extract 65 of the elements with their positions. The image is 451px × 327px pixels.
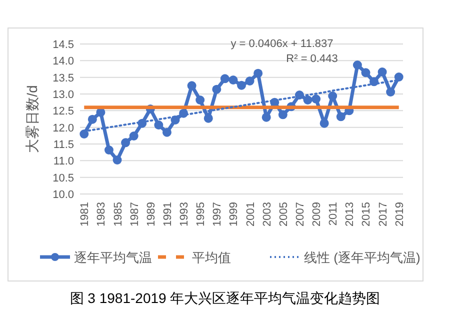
point	[104, 146, 114, 154]
y-axis-title: 大雾日数/d	[24, 85, 40, 153]
x-tick-label: 1993	[178, 202, 191, 226]
annotation: y = 0.0406x + 11.837	[230, 38, 334, 50]
point	[228, 76, 238, 84]
y-tick-label: 10.5	[52, 172, 74, 184]
y-tick-label: 13.0	[52, 89, 74, 101]
y-tick-label: 10.0	[52, 189, 74, 201]
point	[129, 132, 138, 140]
point	[121, 138, 130, 148]
y-tick-label: 13.5	[52, 72, 74, 84]
x-tick-label: 2005	[278, 202, 290, 226]
x-tick-label: 2003	[261, 202, 274, 226]
point	[312, 94, 321, 104]
legend-label: 逐年平均气温	[74, 250, 152, 265]
point	[88, 114, 97, 124]
point	[320, 118, 329, 128]
y-tick-label: 12.0	[52, 122, 74, 134]
point	[394, 72, 404, 82]
point	[361, 68, 370, 78]
x-tick-label: 1981	[79, 202, 92, 226]
x-tick-label: 1997	[212, 202, 224, 226]
x-tick-label: 2019	[394, 202, 406, 226]
point	[220, 74, 230, 84]
point	[262, 112, 271, 122]
y-tick-label: 11.5	[53, 139, 74, 151]
x-tick-label: 2017	[377, 202, 390, 226]
x-tick-label: 1985	[112, 202, 124, 226]
x-tick-label: 1995	[195, 202, 208, 226]
point	[328, 92, 338, 100]
annotation: R² = 0.443	[286, 53, 338, 65]
x-tick-label: 2009	[311, 202, 324, 226]
legend-label: 线性 (逐年平均气温)	[304, 250, 420, 265]
point	[245, 76, 254, 86]
point	[378, 68, 387, 76]
point	[187, 81, 196, 90]
y-tick-label: 11.0	[53, 156, 74, 168]
x-tick-label: 1989	[145, 202, 158, 226]
x-tick-label: 1983	[96, 202, 108, 226]
x-tick-label: 2011	[328, 202, 340, 226]
text: 图 3 1981-2019 年大兴区逐年平均气温变化趋势图	[70, 290, 380, 306]
point	[303, 96, 312, 104]
x-tick-label: 1991	[162, 202, 174, 226]
y-tick-label: 14.0	[52, 56, 74, 68]
x-tick-label: 1987	[128, 202, 141, 226]
y-tick-label: 14.5	[52, 39, 74, 51]
x-tick-label: 2013	[344, 202, 356, 226]
x-tick-label: 1999	[228, 202, 240, 226]
point	[212, 84, 222, 94]
point	[162, 128, 172, 137]
point	[237, 80, 246, 90]
x-tick-label: 2001	[244, 202, 257, 226]
point	[254, 68, 263, 78]
point	[352, 60, 362, 70]
point	[204, 114, 213, 123]
x-tick-label: 2007	[294, 202, 306, 226]
x-tick-label: 2015	[360, 202, 373, 226]
point	[278, 110, 288, 120]
point	[386, 88, 396, 96]
legend-label: 平均值	[192, 250, 231, 265]
point	[336, 112, 346, 122]
y-tick-label: 12.5	[52, 106, 74, 118]
point	[154, 120, 164, 130]
point	[112, 156, 122, 164]
point	[196, 96, 205, 104]
